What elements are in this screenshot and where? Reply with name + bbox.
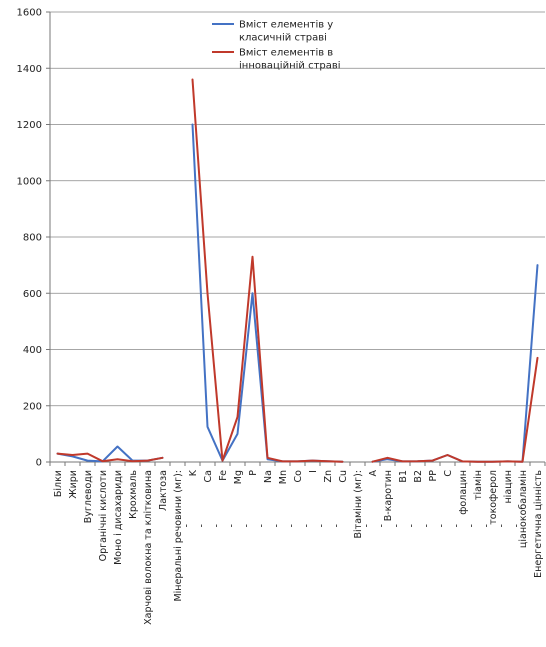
axes: [46, 11, 546, 466]
x-category-bullet: -: [242, 524, 253, 527]
x-category-bullet: -: [377, 524, 388, 527]
x-category-bullet: -: [257, 524, 268, 527]
x-category-bullet: -: [227, 524, 238, 527]
x-category-label: Co: [293, 470, 304, 483]
y-tick-label: 200: [23, 401, 42, 412]
x-category-bullet: -: [197, 524, 208, 527]
y-axis-ticks: 0 200 400 600 800 1000 1200 1400 1600: [17, 8, 42, 469]
x-category-bullet: -: [362, 524, 373, 527]
series-line-2: [56, 78, 539, 463]
x-category-label: Мінеральні речовини (мг):: [173, 470, 184, 602]
gridlines: [50, 11, 545, 407]
x-category-label: ціанокобаламін: [518, 470, 529, 548]
y-tick-label: 1000: [17, 176, 42, 187]
x-category-bullet: -: [332, 524, 343, 527]
x-category-label: P: [248, 470, 259, 476]
x-category-label: B-каротин: [383, 470, 394, 521]
x-category-label: токоферол: [488, 470, 499, 525]
x-category-bullet: -: [512, 524, 523, 527]
x-category-bullet: -: [482, 524, 493, 527]
legend-entry-1: Вміст елементів у класичній страві: [239, 19, 333, 44]
x-category-label: Cu: [338, 470, 349, 483]
x-category-label: Жири: [68, 470, 79, 499]
y-tick-label: 600: [23, 289, 42, 300]
x-category-bullet: -: [437, 524, 448, 527]
x-axis-category-labels: Білки Жири Вуглеводи Органічні кислоти Моно …: [53, 469, 544, 625]
x-category-bullet: -: [392, 524, 403, 527]
y-tick-label: 0: [36, 458, 42, 469]
legend-entry-2: Вміст елементів в інноваційній страві: [239, 47, 341, 72]
x-category-label: тіамін: [473, 470, 484, 500]
x-category-label: Mn: [278, 470, 289, 484]
x-category-label: Ca: [203, 470, 214, 482]
y-tick-label: 800: [23, 233, 42, 244]
x-category-label: Харчові волокна та клітковина: [143, 470, 154, 625]
x-category-label: Вітаміни (мг):: [353, 470, 364, 539]
x-category-bullet: -: [182, 524, 193, 527]
x-category-label: Fe: [218, 470, 229, 481]
x-category-label: Вуглеводи: [83, 470, 94, 523]
x-category-label: Білки: [53, 470, 64, 497]
x-category-bullet: -: [422, 524, 433, 527]
legend: Вміст елементів у класичній страві Вміст е…: [212, 19, 341, 72]
y-tick-label: 1200: [17, 120, 42, 131]
x-category-bullet: -: [317, 524, 328, 527]
x-category-label: B2: [413, 470, 424, 483]
x-category-bullet: -: [272, 524, 283, 527]
y-tick-label: 1400: [17, 64, 42, 75]
x-category-bullet: -: [212, 524, 223, 527]
x-category-bullet: -: [452, 524, 463, 527]
x-category-label: Лактоза: [158, 470, 169, 511]
x-category-label: PP: [428, 470, 439, 482]
y-tick-label: 1600: [17, 8, 42, 19]
x-category-bullet: -: [467, 524, 478, 527]
x-category-label: Енергетична цінність: [533, 470, 544, 578]
x-category-label: Крохмаль: [128, 470, 139, 519]
x-category-bullet: -: [497, 524, 508, 527]
x-category-label: Органічні кислоти: [98, 470, 109, 561]
x-category-label: Mg: [233, 470, 244, 484]
x-category-label: ніацин: [503, 470, 514, 504]
x-category-bullet: -: [302, 524, 313, 527]
x-category-bullet: -: [287, 524, 298, 527]
y-tick-label: 400: [23, 345, 42, 356]
x-category-label: B1: [398, 470, 409, 483]
x-category-label: I: [308, 470, 319, 473]
x-category-label: Zn: [323, 470, 334, 483]
x-category-label: фолацин: [458, 470, 469, 515]
series-lines: [56, 78, 539, 463]
x-category-label: Моно і дисахариди: [113, 470, 124, 565]
x-category-label: Na: [263, 470, 274, 483]
x-category-label: C: [443, 470, 454, 477]
x-category-label: A: [368, 470, 379, 477]
x-category-label: K: [188, 469, 199, 476]
x-category-bullet: -: [407, 524, 418, 527]
